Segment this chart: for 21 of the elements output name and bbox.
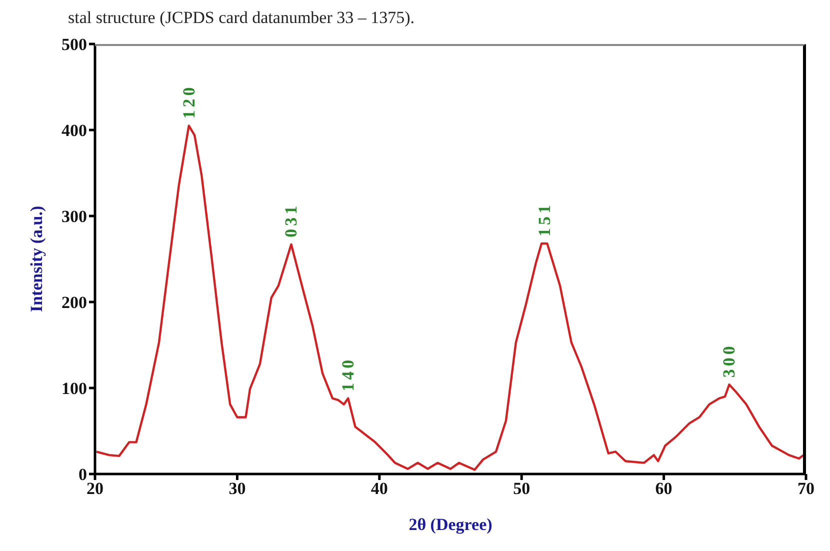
annotation: 300 [720,343,739,378]
y-tick-label: 400 [62,121,87,140]
text: stal structure (JCPDS card datanumber 33 – 1375). [67,8,416,29]
y-tick-label: 100 [62,379,87,398]
y-tick-label: 300 [62,207,87,226]
x-axis-title: 2θ (Degree) [408,515,492,534]
line-series [95,124,806,471]
x-tick-label: 30 [228,479,246,498]
x-tick-label: 70 [798,479,814,498]
x-tick-label: 20 [86,479,104,498]
y-tick-label: 200 [62,293,87,312]
y-tick-label: 0 [78,465,87,484]
x-tick-label: 40 [370,479,388,498]
annotation: 031 [282,202,301,238]
x-tick-label: 60 [655,479,672,498]
x-tick-label: 50 [513,479,530,498]
y-tick-label: 500 [62,35,87,54]
annotation: 140 [338,356,358,392]
annotation: 120 [179,84,198,119]
y-axis-title: Intensity (a.u.) [27,206,46,312]
annotation: 151 [534,202,554,237]
